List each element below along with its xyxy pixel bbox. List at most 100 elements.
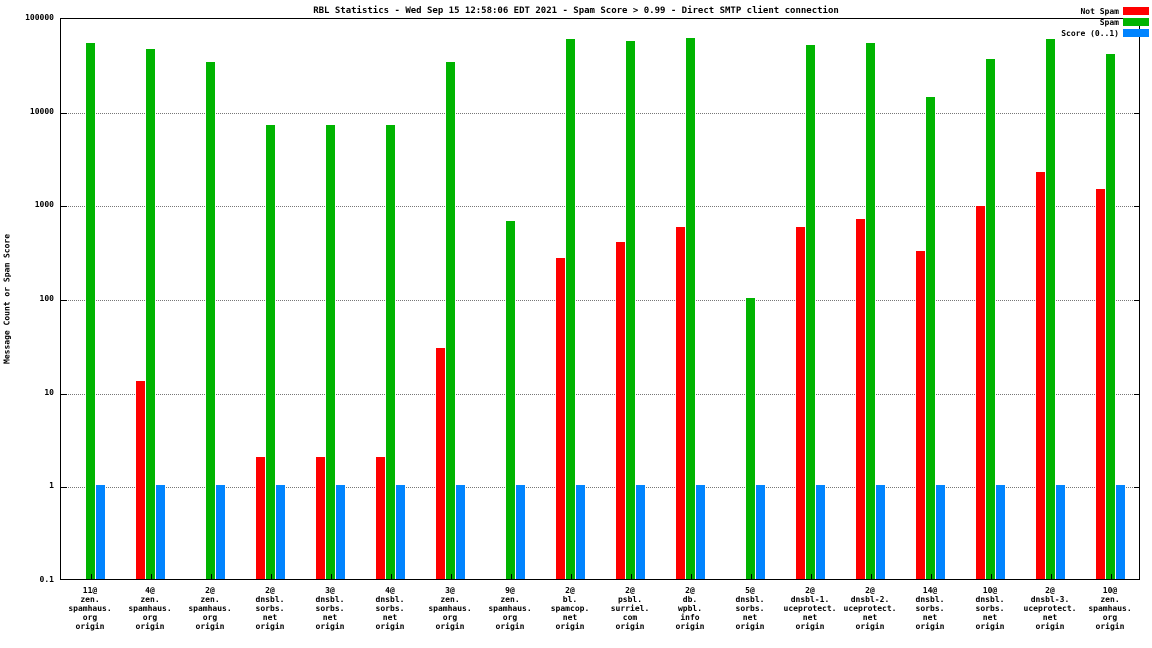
- bar-not-spam-16: [1036, 172, 1045, 579]
- chart-title: RBL Statistics - Wed Sep 15 12:58:06 EDT…: [313, 6, 839, 16]
- x-tick-label: 4@ dnsbl. sorbs. net origin: [375, 586, 405, 631]
- bar-score-0-1--14: [936, 485, 945, 579]
- x-tick-label: 2@ psbl. surriel. com origin: [610, 586, 650, 631]
- bar-not-spam-10: [676, 226, 685, 579]
- y-tick-mark: [61, 112, 67, 114]
- bar-spam-9: [626, 41, 635, 579]
- bar-spam-16: [1046, 39, 1055, 579]
- x-tick-label: 2@ dnsbl-3. uceprotect. net origin: [1023, 586, 1077, 631]
- bar-spam-10: [686, 37, 695, 579]
- y-tick-label: 100000: [25, 13, 54, 22]
- y-tick-label: 0.1: [39, 575, 54, 584]
- x-tick-label: 3@ zen. spamhaus. org origin: [428, 586, 472, 631]
- x-tick-mark: [931, 574, 932, 579]
- bar-spam-2: [206, 62, 215, 579]
- x-tick-label: 10@ dnsbl. sorbs. net origin: [975, 586, 1005, 631]
- legend-swatch-not-spam: [1123, 7, 1149, 15]
- legend-item-spam: Spam: [1100, 17, 1149, 27]
- bar-not-spam-9: [616, 241, 625, 579]
- bar-score-0-1--4: [336, 485, 345, 579]
- bar-spam-5: [386, 125, 395, 579]
- bar-score-0-1--7: [516, 485, 525, 579]
- y-tick-mark: [1134, 393, 1140, 395]
- bar-not-spam-1: [136, 381, 145, 579]
- y-tick-mark: [61, 300, 67, 301]
- x-tick-mark: [271, 574, 272, 579]
- x-tick-label: 2@ bl. spamcop. net origin: [550, 586, 590, 631]
- bar-spam-12: [806, 45, 815, 579]
- chart-legend: Not Spam Spam Score (0..1): [1061, 6, 1149, 38]
- gridline: [61, 112, 1139, 114]
- bar-score-0-1--9: [636, 485, 645, 579]
- bar-spam-7: [506, 220, 515, 579]
- bar-spam-14: [926, 96, 935, 579]
- y-tick-mark: [1134, 206, 1140, 208]
- bar-score-0-1--10: [696, 485, 705, 579]
- x-tick-mark: [1111, 574, 1112, 579]
- bar-score-0-1--1: [156, 485, 165, 579]
- bar-score-0-1--6: [456, 485, 465, 579]
- y-tick-mark: [61, 206, 67, 208]
- legend-label-spam: Spam: [1099, 17, 1119, 27]
- x-tick-label: 2@ zen. spamhaus. org origin: [188, 586, 232, 631]
- bar-not-spam-5: [376, 457, 385, 579]
- x-tick-label: 3@ dnsbl. sorbs. net origin: [315, 586, 345, 631]
- x-tick-mark: [811, 574, 812, 579]
- gridline: [61, 393, 1139, 395]
- x-tick-label: 5@ dnsbl. sorbs. net origin: [735, 586, 765, 631]
- bar-not-spam-4: [316, 457, 325, 579]
- bar-score-0-1--2: [216, 485, 225, 579]
- legend-label-score: Score (0..1): [1061, 28, 1119, 38]
- bar-spam-8: [566, 39, 575, 579]
- bar-score-0-1--15: [996, 485, 1005, 579]
- bar-not-spam-13: [856, 218, 865, 579]
- y-tick-mark: [1134, 300, 1140, 301]
- bar-not-spam-3: [256, 457, 265, 579]
- y-tick-mark: [1134, 487, 1140, 489]
- bar-spam-4: [326, 125, 335, 579]
- x-tick-mark: [751, 574, 752, 579]
- bar-score-0-1--0: [96, 485, 105, 579]
- bar-spam-15: [986, 58, 995, 579]
- y-tick-label: 1000: [34, 200, 54, 210]
- x-tick-label: 11@ zen. spamhaus. org origin: [68, 586, 112, 631]
- gridline: [61, 206, 1139, 208]
- x-tick-mark: [211, 574, 212, 579]
- legend-item-score: Score (0..1): [1061, 28, 1149, 38]
- y-tick-label: 100: [39, 294, 54, 303]
- x-tick-mark: [331, 574, 332, 579]
- x-tick-label: 4@ zen. spamhaus. org origin: [128, 586, 172, 631]
- bar-score-0-1--11: [756, 485, 765, 579]
- y-tick-label: 1: [49, 481, 54, 491]
- bar-not-spam-6: [436, 348, 445, 579]
- bar-spam-3: [266, 125, 275, 579]
- y-tick-label: 10: [44, 387, 54, 397]
- plot-area: [60, 18, 1140, 580]
- x-tick-label: 2@ dnsbl-1. uceprotect. net origin: [783, 586, 837, 631]
- x-tick-mark: [91, 574, 92, 579]
- bar-not-spam-14: [916, 250, 925, 579]
- bar-spam-11: [746, 298, 755, 579]
- y-tick-mark: [61, 487, 67, 489]
- x-tick-mark: [991, 574, 992, 579]
- bar-score-0-1--17: [1116, 485, 1125, 579]
- bar-score-0-1--12: [816, 485, 825, 579]
- bar-score-0-1--16: [1056, 485, 1065, 579]
- legend-swatch-spam: [1123, 18, 1149, 26]
- x-tick-mark: [691, 574, 692, 579]
- bar-score-0-1--3: [276, 485, 285, 579]
- x-tick-label: 2@ db. wpbl. info origin: [675, 586, 705, 631]
- bar-spam-1: [146, 49, 155, 579]
- x-tick-mark: [631, 574, 632, 579]
- legend-item-not-spam: Not Spam: [1080, 6, 1149, 16]
- x-tick-label: 2@ dnsbl. sorbs. net origin: [255, 586, 285, 631]
- x-tick-mark: [511, 574, 512, 579]
- x-tick-mark: [451, 574, 452, 579]
- y-tick-label: 10000: [29, 106, 54, 116]
- legend-swatch-score: [1123, 29, 1149, 37]
- bar-not-spam-12: [796, 227, 805, 579]
- bar-score-0-1--8: [576, 485, 585, 579]
- bar-spam-17: [1106, 54, 1115, 579]
- bar-spam-13: [866, 42, 875, 579]
